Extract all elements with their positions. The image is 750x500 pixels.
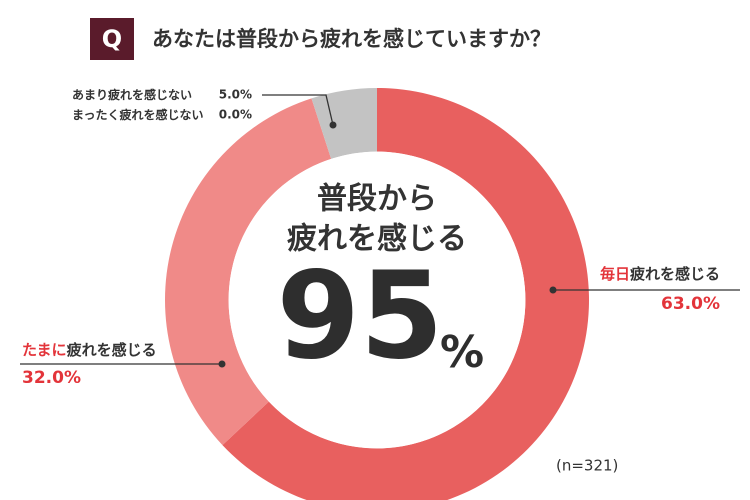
category-highlight: たまに <box>22 341 67 359</box>
value-label: 32.0% <box>22 368 81 388</box>
leader-dot <box>218 360 226 368</box>
category-text: あまり疲れを感じない <box>72 87 192 102</box>
donut-slice <box>222 88 589 500</box>
badge-box <box>90 18 134 60</box>
category-label: あまり疲れを感じない <box>72 87 192 102</box>
category-text: 疲れを感じる <box>630 265 720 283</box>
category-label: まったく疲れを感じない <box>72 107 204 122</box>
value-label: 5.0% <box>219 88 252 102</box>
category-text: まったく疲れを感じない <box>72 107 204 122</box>
donut-slice <box>165 98 332 446</box>
category-text: 疲れを感じる <box>67 341 157 359</box>
value-label: 0.0% <box>219 108 252 122</box>
category-label: たまに疲れを感じる <box>22 341 157 359</box>
chart-title: あなたは普段から疲れを感じていますか？ <box>152 27 551 51</box>
value-label: 63.0% <box>661 294 720 314</box>
center-unit: % <box>440 327 484 378</box>
leader-line <box>262 94 334 126</box>
center-label: 普段から <box>317 182 437 217</box>
badge: Q <box>102 25 122 53</box>
center-label: 疲れを感じる <box>287 222 467 257</box>
category-highlight: 毎日 <box>600 265 630 283</box>
center-hole <box>228 151 526 449</box>
center-value: 95 <box>277 248 444 387</box>
leader-dot <box>329 121 337 129</box>
note: (n=321) <box>556 457 618 475</box>
category-label: 毎日疲れを感じる <box>600 265 720 283</box>
leader-dot <box>549 286 557 294</box>
